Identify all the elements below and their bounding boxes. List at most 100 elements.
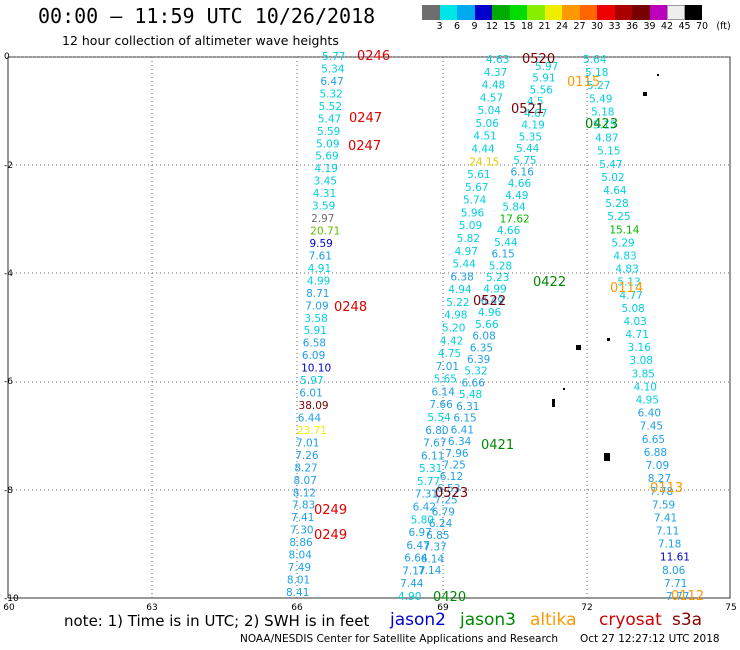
wave-height-value: 5.91 xyxy=(304,325,327,337)
wave-height-value: 7.18 xyxy=(658,539,681,551)
wave-height-value: 5.28 xyxy=(605,198,628,210)
wave-height-value: 5.18 xyxy=(591,106,614,118)
wave-height-value: 7.25 xyxy=(434,495,457,507)
wave-height-value: 7.26 xyxy=(295,450,319,462)
colorbar-cell xyxy=(597,5,615,20)
pass-label: 0114 xyxy=(610,281,643,296)
wave-height-value: 6.85 xyxy=(426,530,449,542)
wave-height-value: 6.80 xyxy=(425,425,448,437)
wave-height-value: 4.77 xyxy=(619,290,642,302)
pass-label: 0523 xyxy=(435,486,468,501)
wave-height-value: 4.48 xyxy=(482,80,505,92)
wave-height-value: 6.11 xyxy=(421,450,444,462)
wave-height-value: 4.03 xyxy=(623,316,646,328)
wave-height-value: 6.49 xyxy=(481,295,504,307)
island-shape xyxy=(576,345,581,350)
wave-height-value: 6.47 xyxy=(320,76,343,88)
wave-height-value: 4.31 xyxy=(313,188,336,200)
pass-label: 0522 xyxy=(473,294,506,309)
wave-height-value: 5.20 xyxy=(442,323,465,335)
colorbar-label: 27 xyxy=(573,21,586,32)
wave-height-value: 6.44 xyxy=(298,412,322,424)
wave-height-value: 5.27 xyxy=(587,80,610,92)
wave-height-value: 7.61 xyxy=(309,250,332,262)
wave-height-value: 4.83 xyxy=(615,264,638,276)
wave-height-value: 4.64 xyxy=(603,185,627,197)
pass-label: 0246 xyxy=(357,49,390,64)
wave-height-value: 7.71 xyxy=(664,578,687,590)
colorbar-label: 18 xyxy=(520,21,534,32)
island-shape xyxy=(607,338,610,341)
wave-height-value: 4.94 xyxy=(448,284,472,296)
wave-height-value: 6.31 xyxy=(456,401,479,413)
wave-height-value: 4.99 xyxy=(307,275,330,287)
colorbar-label: 33 xyxy=(608,21,621,32)
wave-height-value: 7.66 xyxy=(429,399,453,411)
wave-height-value: 4.90 xyxy=(398,591,421,603)
wave-height-value: 4.5 xyxy=(527,96,544,108)
wave-height-value: 5.67 xyxy=(465,182,488,194)
wave-height-value: 5.97 xyxy=(535,61,558,73)
wave-height-value: 6.14 xyxy=(432,386,456,398)
wave-height-value: 3.16 xyxy=(628,342,652,354)
wave-height-value: 9.59 xyxy=(309,238,332,250)
legend-jason2: jason2 xyxy=(390,610,446,630)
wave-height-value: 8.86 xyxy=(289,537,313,549)
wave-height-value: 5.29 xyxy=(611,237,634,249)
wave-height-value: 5.47 xyxy=(599,159,622,171)
colorbar-label: 45 xyxy=(678,21,691,32)
wave-height-value: 23.71 xyxy=(297,425,327,437)
legend-altika: altika xyxy=(530,610,577,630)
wave-height-value: 6.12 xyxy=(440,471,463,483)
pass-label: 0247 xyxy=(349,111,382,126)
colorbar-cell xyxy=(579,5,597,20)
wave-height-value: 6.14 xyxy=(421,553,445,565)
wave-height-value: 7.31 xyxy=(415,489,438,501)
colorbar-cell xyxy=(667,5,685,20)
wave-height-value: 7.11 xyxy=(656,526,679,538)
wave-height-value: 5.32 xyxy=(464,366,487,378)
wave-height-value: 6.58 xyxy=(303,338,326,350)
wave-height-value: 7.77 xyxy=(666,591,689,603)
wave-height-value: 15.14 xyxy=(609,224,639,236)
x-label-60: 60 xyxy=(3,603,15,613)
wave-height-value: 5.09 xyxy=(316,138,339,150)
wave-height-value: 2.97 xyxy=(311,213,334,225)
colorbar-cell xyxy=(562,5,580,20)
wave-height-value: 4.97 xyxy=(455,246,478,258)
wave-height-value: 6.65 xyxy=(642,434,665,446)
wave-height-value: 8.06 xyxy=(662,565,686,577)
y-label-0: 0 xyxy=(4,52,10,62)
wave-height-value: 7.09 xyxy=(646,460,669,472)
wave-height-value: 6.53 xyxy=(437,483,460,495)
wave-height-value: 6.79 xyxy=(432,506,455,518)
wave-height-value: 6.64 xyxy=(404,553,428,565)
colorbar-labels: 3 6 9 12 15 18 21 24 27 30 33 36 39 42 45 70 (ft) xyxy=(422,21,740,35)
pass-label: 0249 xyxy=(314,503,347,518)
wave-height-value: 4.49 xyxy=(505,190,528,202)
wave-height-value: 3.59 xyxy=(312,201,335,213)
wave-height-value: 5.35 xyxy=(519,131,542,143)
wave-height-value: 6.09 xyxy=(302,350,325,362)
wave-height-value: 6.39 xyxy=(467,354,490,366)
wave-height-value: 6.40 xyxy=(638,408,661,420)
wave-height-value: 8.41 xyxy=(286,587,309,599)
wave-height-value: 4.63 xyxy=(486,54,509,66)
wave-height-value: 7.41 xyxy=(654,512,677,524)
wave-height-value: 6.34 xyxy=(448,436,472,448)
colorbar-cell xyxy=(684,5,702,20)
island-shape xyxy=(604,453,610,461)
wave-height-value: 3.85 xyxy=(632,368,655,380)
wave-height-value: 4.42 xyxy=(440,335,463,347)
wave-height-value: 8.01 xyxy=(287,575,310,587)
wave-height-value: 5.91 xyxy=(532,73,555,85)
wave-height-value: 4.87 xyxy=(595,133,618,145)
colorbar-label: 3 xyxy=(436,21,443,32)
colorbar-label: 36 xyxy=(625,21,639,32)
legend-jason3: jason3 xyxy=(460,610,516,630)
wave-height-value: 3.45 xyxy=(314,176,337,188)
x-label-75: 75 xyxy=(725,603,737,613)
wave-height-value: 5.75 xyxy=(513,155,536,167)
colorbar-cell xyxy=(632,5,650,20)
